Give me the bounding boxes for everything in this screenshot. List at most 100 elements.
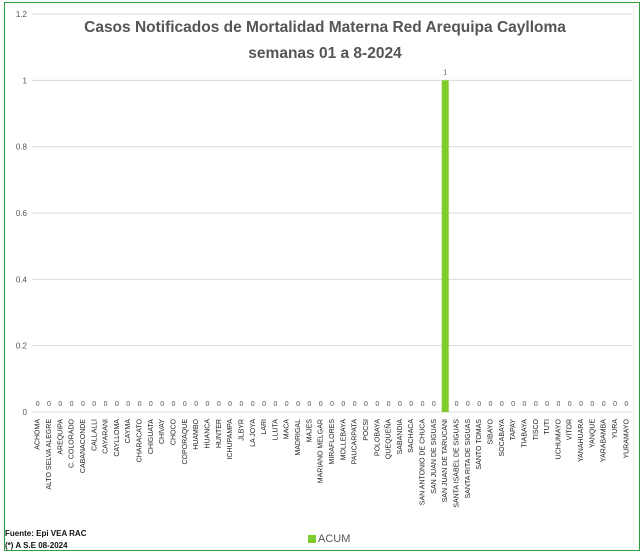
bars xyxy=(441,80,449,412)
y-tick-label: 1 xyxy=(23,76,28,85)
category-label: CHARACATO xyxy=(137,418,144,462)
data-label: 0 xyxy=(341,401,345,408)
y-axis-ticks: 0 0.2 0.4 0.6 0.8 1 1.2 xyxy=(16,10,28,417)
category-label: CAYLLOMA xyxy=(114,419,121,457)
category-label: SANTO TOMAS xyxy=(476,419,483,470)
category-label: AREQUIPA xyxy=(57,419,64,455)
category-label: SOCABAYA xyxy=(499,419,506,457)
category-label: COPORAQUE xyxy=(182,419,189,465)
data-label: 0 xyxy=(375,401,379,408)
category-label: CABANACONDE xyxy=(80,419,87,473)
y-tick-label: 0.8 xyxy=(16,143,28,152)
data-label: 0 xyxy=(511,401,515,408)
data-label: 0 xyxy=(409,401,413,408)
data-label: 0 xyxy=(172,401,176,408)
data-label: 0 xyxy=(239,401,243,408)
source-note: Fuente: Epi VEA RAC xyxy=(5,529,87,538)
category-label: SANTA ISABEL DE SIGUAS xyxy=(454,419,461,508)
data-label: 0 xyxy=(160,401,164,408)
category-label: YANAHUARA xyxy=(578,419,585,462)
category-label: YURAMAYO xyxy=(623,418,630,458)
data-label: 0 xyxy=(421,401,425,408)
data-label: 0 xyxy=(58,401,62,408)
data-label: 0 xyxy=(251,401,255,408)
category-label: SAN JUAN DE TARUCANI xyxy=(442,419,449,502)
category-label: MACA xyxy=(284,419,291,440)
data-label: 0 xyxy=(432,401,436,408)
data-label: 0 xyxy=(228,401,232,408)
category-label: CALLALLI xyxy=(91,419,98,451)
data-label: 0 xyxy=(455,401,459,408)
category-labels: ACHOMA ALTO SELVA ALEGRE AREQUIPA C. COLORA… xyxy=(35,418,631,507)
data-label: 0 xyxy=(545,401,549,408)
category-label: TAPAY xyxy=(510,419,517,441)
data-label: 0 xyxy=(364,401,368,408)
category-label: JLBYR xyxy=(238,419,245,441)
data-label: 0 xyxy=(138,401,142,408)
data-label: 0 xyxy=(534,401,538,408)
y-tick-label: 0.6 xyxy=(16,209,28,218)
data-label: 0 xyxy=(500,401,504,408)
data-label: 0 xyxy=(489,401,493,408)
category-label: YANQUE xyxy=(589,419,596,448)
category-label: TIABAYA xyxy=(521,419,528,448)
data-label: 0 xyxy=(568,401,572,408)
category-label: LARI xyxy=(261,419,268,435)
category-label: QUEQUEÑA xyxy=(384,419,393,459)
category-label: PAUCARPATA xyxy=(352,419,359,465)
data-label: 0 xyxy=(624,401,628,408)
gridlines xyxy=(32,13,632,413)
data-label: 0 xyxy=(556,401,560,408)
data-label: 0 xyxy=(398,401,402,408)
y-tick-label: 1.2 xyxy=(16,10,28,19)
data-label: 0 xyxy=(126,401,130,408)
category-label: CAYARANI xyxy=(103,419,110,454)
chart-frame xyxy=(4,2,640,551)
category-label: ACHOMA xyxy=(35,419,42,450)
category-label: ICHUPAMPA xyxy=(227,419,234,460)
data-label: 0 xyxy=(194,401,198,408)
data-label: 0 xyxy=(466,401,470,408)
data-label: 0 xyxy=(47,401,51,408)
y-tick-label: 0.4 xyxy=(16,275,28,284)
legend: ACUM xyxy=(308,533,350,545)
category-label: SAN ANTONIO DE CHUCA xyxy=(420,419,427,506)
data-label: 0 xyxy=(262,401,266,408)
data-label: 0 xyxy=(387,401,391,408)
category-label: POLOBAYA xyxy=(374,419,381,456)
data-label: 0 xyxy=(477,401,481,408)
category-label: UCHUMAYO xyxy=(555,418,562,459)
data-label: 0 xyxy=(206,401,210,408)
category-label: SACHACA xyxy=(408,419,415,453)
date-note: (*) A S.E 08-2024 xyxy=(5,541,68,550)
data-label: 0 xyxy=(590,401,594,408)
chart-title: Casos Notificados de Mortalidad Materna … xyxy=(84,19,566,36)
category-label: VITOR xyxy=(567,419,574,440)
data-label: 0 xyxy=(330,401,334,408)
category-label: CHIVAY xyxy=(159,419,166,444)
data-label: 0 xyxy=(217,401,221,408)
data-label: 0 xyxy=(613,401,617,408)
category-label: MOLLEBAYA xyxy=(340,419,347,461)
category-label: CHIGUATA xyxy=(148,419,155,454)
data-label: 0 xyxy=(115,401,119,408)
footer: Fuente: Epi VEA RAC (*) A S.E 08-2024 xyxy=(5,528,86,552)
category-label: POCSI xyxy=(363,419,370,441)
category-label: MIRAFLORES xyxy=(329,419,336,465)
data-label: 0 xyxy=(319,401,323,408)
data-label: 0 xyxy=(307,401,311,408)
category-label: YURA xyxy=(612,419,619,439)
data-label: 0 xyxy=(183,401,187,408)
category-label: HUANCA xyxy=(204,419,211,449)
data-label: 0 xyxy=(522,401,526,408)
category-label: C. COLORADO xyxy=(69,418,76,468)
category-label: YARABAMBA xyxy=(601,419,608,462)
category-label: MAJES xyxy=(306,419,313,443)
data-label: 1 xyxy=(443,69,447,76)
chart-subtitle: semanas 01 a 8-2024 xyxy=(248,45,402,62)
category-label: CAYMA xyxy=(125,419,132,444)
data-labels: 0 0 0 0 0 0 0 0 0 0 0 0 0 0 0 0 0 0 0 0 0 0 0 0 0 0 0 0 0 0 0 0 0 0 0 010 0 0… xyxy=(36,69,629,408)
legend-label: ACUM xyxy=(318,533,351,545)
data-label: 0 xyxy=(285,401,289,408)
